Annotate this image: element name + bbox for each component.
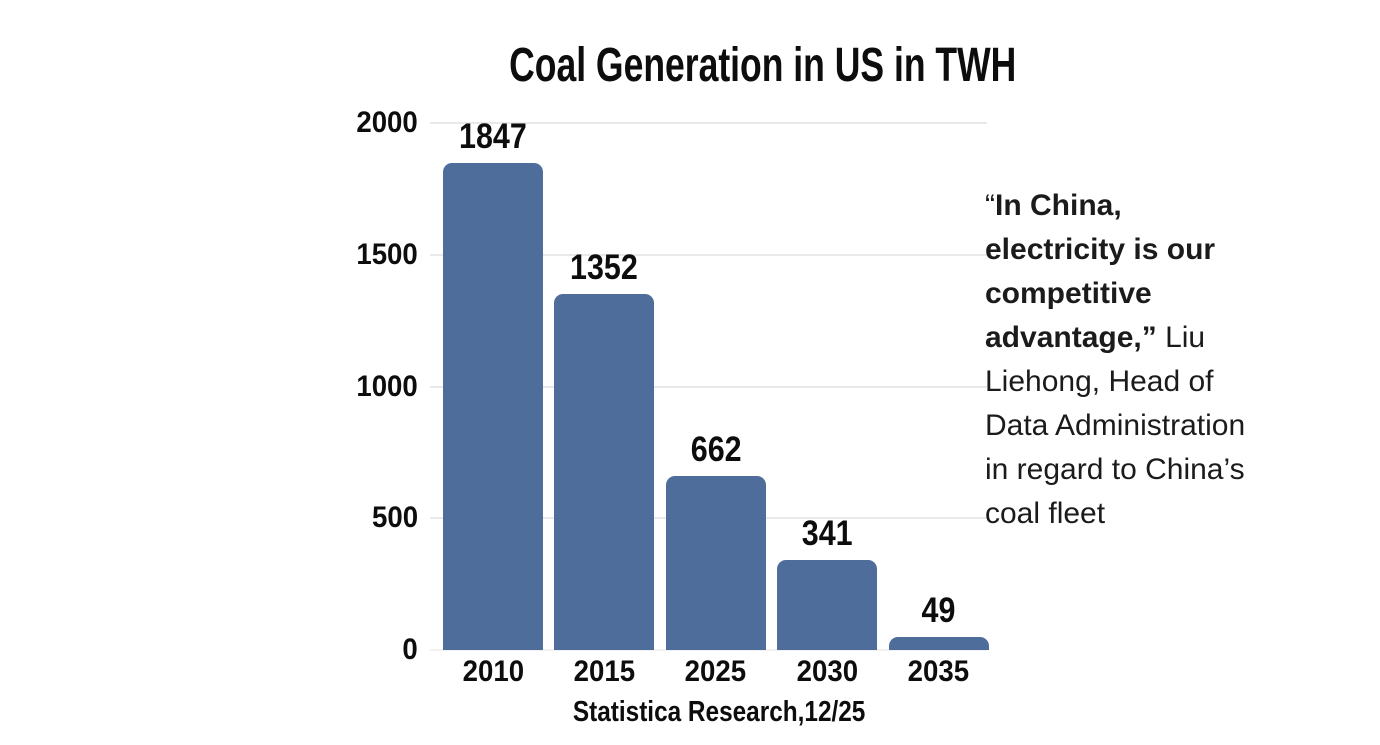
quote-segment-regular: coal fleet <box>985 497 1106 530</box>
source-caption-text: Statistica Research,12/25 <box>572 696 866 728</box>
bar-value-text: 341 <box>801 514 853 554</box>
y-axis-tick-label-500: 500 <box>323 502 418 534</box>
plot-area: 0 500 1000 1500 2000 1847 2010 1352 2015 662 2025 3… <box>357 107 989 688</box>
bar-2010 <box>443 163 543 650</box>
quote-line-3: competitive <box>985 272 1365 316</box>
bar-2015 <box>554 293 655 650</box>
bar-value-label-2010: 1847 <box>437 119 549 155</box>
quote-line-7: in regard to China’s <box>985 448 1365 492</box>
bar-2025 <box>665 475 766 650</box>
quote-segment-regular: “ <box>985 189 995 222</box>
y-axis-tick-text: 1000 <box>356 369 418 403</box>
quote-block: “In China, electricity is our competitive a… <box>985 184 1365 536</box>
quote-line-5: Liehong, Head of <box>985 360 1365 404</box>
y-axis-tick-label-1000: 1000 <box>323 369 418 403</box>
y-axis-tick-label-0: 0 <box>323 634 418 666</box>
x-axis-category-text: 2035 <box>907 655 970 688</box>
gridline-1500 <box>430 253 987 256</box>
quote-segment-regular: Liehong, Head of <box>985 365 1214 398</box>
x-axis-category-text: 2030 <box>796 655 858 688</box>
quote-segment-regular: in regard to China’s <box>985 453 1245 486</box>
bar-value-text: 49 <box>921 591 956 631</box>
gridline-2000 <box>430 122 987 124</box>
x-axis-category-text: 2025 <box>685 655 747 688</box>
x-axis-category-label-2025: 2025 <box>660 656 772 688</box>
chart-title: Coal Generation in US in TWH <box>420 40 1016 92</box>
bar-value-label-2035: 49 <box>883 593 995 629</box>
bar-value-text: 1352 <box>570 247 639 287</box>
y-axis-tick-text: 2000 <box>356 106 418 139</box>
x-axis-baseline <box>430 649 987 651</box>
quote-line-8: coal fleet <box>985 492 1365 536</box>
quote-segment-bold: In China, <box>995 189 1122 222</box>
gridline-1000 <box>430 385 987 388</box>
bar-value-label-2025: 662 <box>660 429 772 469</box>
bar-value-text: 1847 <box>459 117 527 157</box>
quote-segment-bold: advantage,” <box>985 321 1157 354</box>
y-axis-tick-text: 0 <box>402 633 418 666</box>
y-axis-tick-label-1500: 1500 <box>323 237 418 271</box>
quote-line-1: “In China, <box>985 184 1365 228</box>
quote-line-4: advantage,” Liu <box>985 316 1365 360</box>
source-caption: Statistica Research,12/25 <box>430 696 1008 728</box>
bar-value-label-2030: 341 <box>771 516 883 552</box>
y-axis-tick-text: 1500 <box>356 237 418 271</box>
x-axis-category-label-2030: 2030 <box>771 656 883 688</box>
x-axis-category-label-2035: 2035 <box>883 656 995 688</box>
bar-2030 <box>777 560 878 650</box>
bar-2035 <box>888 637 989 650</box>
quote-line-6: Data Administration <box>985 404 1365 448</box>
chart-title-text: Coal Generation in US in TWH <box>509 39 1017 92</box>
y-axis-tick-text: 500 <box>371 501 418 535</box>
bar-value-text: 662 <box>690 429 742 469</box>
x-axis-category-label-2015: 2015 <box>548 656 660 688</box>
quote-segment-regular: Liu <box>1156 321 1206 354</box>
bar-value-label-2015: 1352 <box>548 247 660 287</box>
x-axis-category-text: 2010 <box>462 655 524 688</box>
x-axis-category-text: 2015 <box>573 655 636 688</box>
quote-segment-bold: electricity is our <box>985 233 1216 266</box>
x-axis-category-label-2010: 2010 <box>437 656 549 688</box>
quote-segment-regular: Data Administration <box>985 409 1246 442</box>
quote-segment-bold: competitive <box>985 277 1152 310</box>
quote-line-2: electricity is our <box>985 228 1365 272</box>
y-axis-tick-label-2000: 2000 <box>323 107 418 139</box>
